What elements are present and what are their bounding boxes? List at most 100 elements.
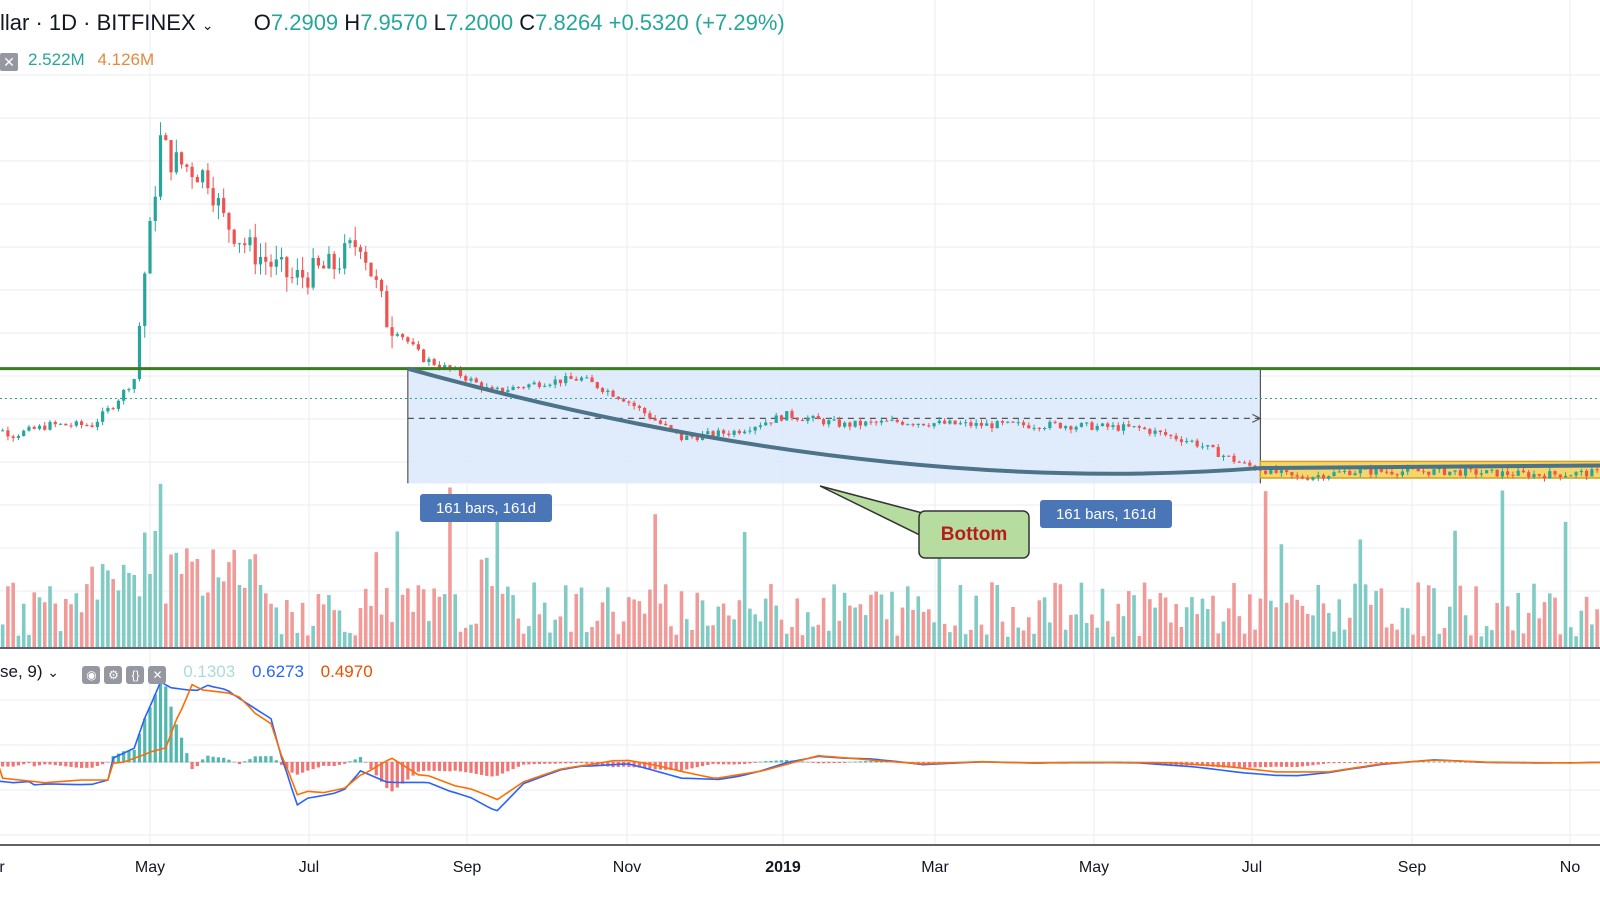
volume-bar [190,561,194,647]
candle-body [690,435,694,437]
chevron-down-icon[interactable]: ⌄ [47,664,59,680]
volume-bar [1116,603,1121,647]
symbol-name[interactable]: llar [0,10,30,35]
candle-body [185,164,189,167]
volume-bar [1384,627,1389,647]
volume-bar [1479,636,1484,647]
interval-label[interactable]: 1D [48,10,78,35]
macd-histogram-bar [869,760,873,763]
macd-histogram-bar [322,762,326,766]
macd-histogram-bar [69,762,73,767]
candle-body [979,422,984,426]
volume-bar [1053,582,1057,647]
candle-body [737,430,741,434]
candle-body [1395,474,1399,476]
volume-bar [890,591,894,647]
macd-histogram-bar [1,762,5,767]
volume-bar [527,626,531,647]
macd-histogram-bar [500,762,505,774]
macd-histogram-bar [116,753,121,763]
macd-histogram-bar [174,724,178,763]
volume-bar [653,514,657,647]
volume-bar [1153,607,1157,647]
candle-body [548,384,552,386]
candle-body [543,385,547,387]
macd-histogram-bar [148,707,152,763]
macd-histogram-bar [364,762,368,763]
candle-body [669,425,673,430]
volume-bar [905,586,910,647]
candle-body [1358,469,1362,474]
macd-histogram-bar [74,762,78,768]
candle-body [1006,421,1010,423]
close-icon[interactable]: ✕ [148,666,167,684]
gear-icon[interactable]: ⚙ [104,666,123,684]
candle-body [1090,422,1094,430]
macd-histogram-bar [253,756,257,763]
candle-body [1048,421,1052,429]
macd-histogram-bar [553,762,557,764]
macd-histogram-bar [458,762,463,772]
candle-body [906,424,910,426]
candle-body [58,423,63,425]
volume-bar [837,620,842,647]
candle-body [1448,471,1452,475]
volume-bar [1590,624,1594,647]
macd-histogram-bar [853,761,857,763]
macd-histogram-bar [1463,762,1468,763]
macd-histogram-bar [685,762,689,770]
candle-body [137,325,142,380]
volume-bar [111,579,115,647]
volume-bar [500,593,505,647]
volume-bar [579,587,584,647]
volume-bar [232,549,236,647]
volume-bar [490,586,494,647]
braces-icon[interactable]: {} [126,666,145,684]
candle-body [69,425,73,427]
volume-bar [1342,629,1347,647]
macd-histogram-bar [927,762,931,764]
volume-bar [1337,599,1342,647]
eye-icon[interactable]: ◉ [82,666,101,684]
x-tick-label: 2019 [765,859,801,876]
candle-body [469,378,473,381]
macd-histogram-bar [248,759,252,763]
volume-bar [921,611,926,647]
volume-bar [211,549,215,647]
volume-bar [269,603,273,647]
volume-bar [1132,595,1136,647]
macd-histogram-bar [727,762,731,765]
macd-histogram-bar [1300,762,1305,767]
candle-body [1479,473,1483,475]
chevron-down-icon[interactable]: ⌄ [201,17,214,33]
volume-bar [742,532,747,647]
candle-body [679,432,684,440]
macd-histogram-bar [1216,762,1220,768]
volume-bar [395,531,400,647]
macd-histogram-bar [921,762,926,764]
exchange-label[interactable]: BITFINEX [96,10,196,35]
close-icon[interactable]: ✕ [0,53,18,71]
volume-bar [1190,597,1194,647]
candle-body [1195,440,1199,447]
candle-body [1242,462,1247,464]
volume-bar [1521,633,1526,647]
volume-bar [1226,608,1231,647]
macd-histogram-bar [437,762,442,772]
close-key: C [519,10,536,35]
macd-histogram-bar [779,760,784,763]
candle-body [1500,471,1505,477]
macd-histogram-bar [537,762,542,764]
volume-bar [1263,491,1268,647]
volume-bar [1348,617,1352,647]
macd-params[interactable]: se, 9) [0,662,43,681]
candle-body [1595,469,1599,471]
macd-histogram-bar [574,762,578,764]
volume-bar [990,582,994,647]
volume-bar [737,600,742,647]
macd-histogram-bar [137,734,142,763]
volume-bar [1379,588,1384,647]
volume-bar [337,610,342,647]
